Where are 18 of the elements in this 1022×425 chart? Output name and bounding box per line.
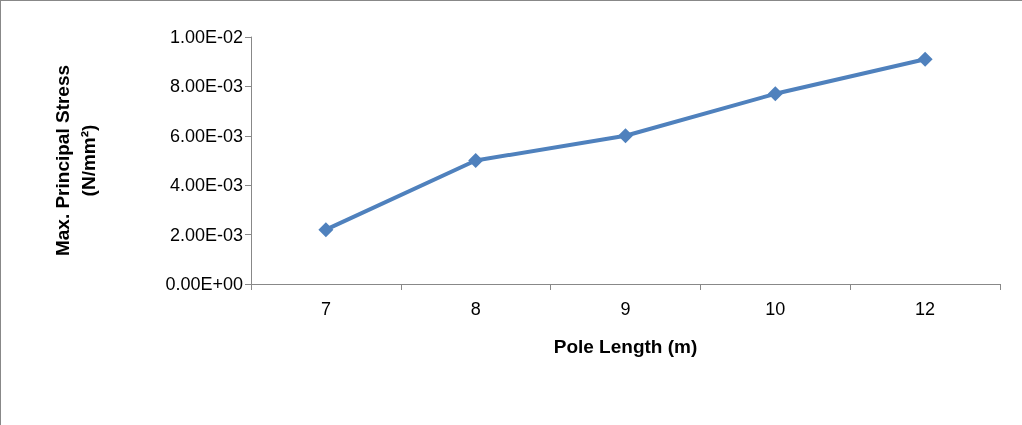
point xyxy=(917,51,933,67)
point xyxy=(618,128,633,144)
y-tick-label: 6.00E-03 xyxy=(169,125,243,146)
y-tick-label: 1.00E-02 xyxy=(169,27,243,47)
point xyxy=(468,153,484,168)
x-axis-title: Pole Length (m) xyxy=(553,336,698,357)
x-tick-label: 12 xyxy=(915,299,936,319)
y-tick-label: 4.00E-03 xyxy=(169,175,243,196)
x-tick-label: 10 xyxy=(765,299,786,319)
point xyxy=(767,86,783,102)
y-tick-label: 8.00E-03 xyxy=(169,76,243,97)
y-tick-label: 2.00E-03 xyxy=(169,224,243,245)
y-tick-label: 0.00E+00 xyxy=(165,274,243,294)
point xyxy=(318,222,334,238)
x-tick-label: 8 xyxy=(470,299,481,319)
x-tick-label: 7 xyxy=(320,299,331,319)
y-axis-title: Max. Principal Stress (N/mm²) xyxy=(51,64,99,257)
x-tick-label: 9 xyxy=(620,299,631,319)
